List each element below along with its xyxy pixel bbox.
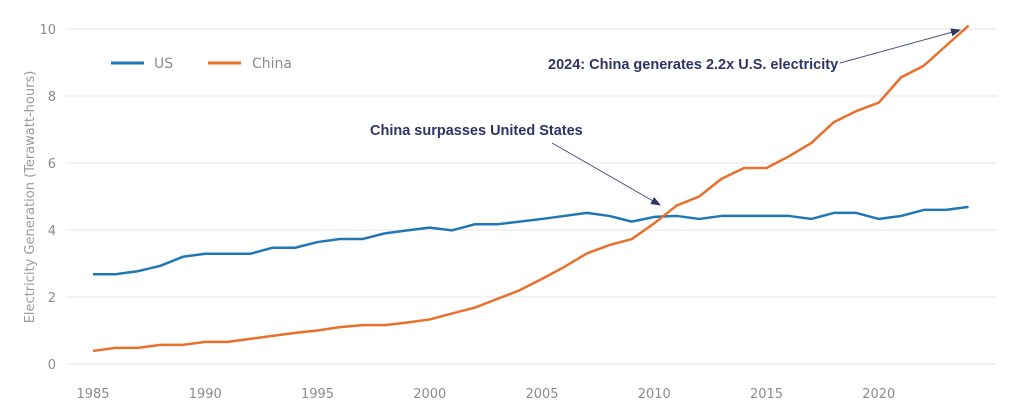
y-tick-label: 0 [48,358,56,373]
y-tick-label: 6 [48,157,56,172]
x-tick-label: 2010 [638,387,671,402]
series-line-us [93,205,969,276]
x-tick-label: 1985 [76,387,109,402]
x-tick-label: 2020 [862,387,895,402]
x-tick-label: 1995 [301,387,334,402]
series-line-china [92,24,970,353]
y-tick-label: 2 [48,291,56,306]
annotation-2024-ratio: 2024: China generates 2.2x U.S. electric… [548,57,838,73]
series-lines [92,24,970,353]
x-tick-label: 2000 [413,387,446,402]
annotation-arrow-2024 [839,28,961,64]
y-tick-label: 10 [39,23,56,38]
gridlines [66,28,997,365]
x-tick-label: 1990 [189,387,222,402]
y-axis-label: Electricity Generation (Terawatt-hours) [23,71,38,324]
legend: US China [111,56,292,72]
annotation-china-surpasses: China surpasses United States [370,123,583,139]
y-axis-ticks: 0 2 4 6 8 10 [39,23,56,373]
y-tick-label: 4 [48,224,56,239]
annotation-arrow-surpasses [551,142,661,206]
x-tick-label: 2015 [750,387,783,402]
y-tick-label: 8 [48,90,56,105]
legend-label-us: US [154,56,173,72]
x-axis-ticks: 1985 1990 1995 2000 2005 2010 2015 2020 [76,387,895,402]
legend-label-china: China [252,56,292,72]
x-tick-label: 2005 [525,387,558,402]
